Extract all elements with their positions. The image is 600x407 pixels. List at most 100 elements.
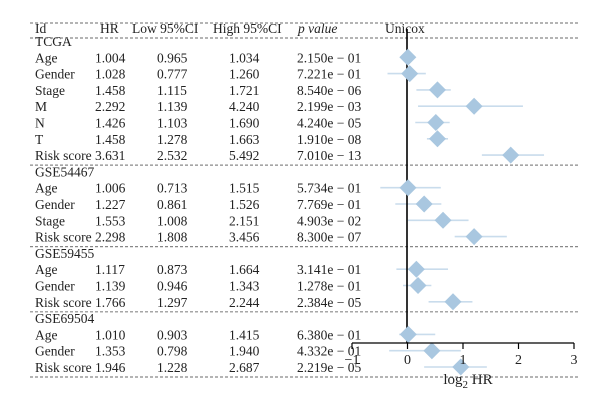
group-title: GSE54467 (35, 164, 95, 179)
row-hr: 1.227 (95, 197, 126, 212)
row-high-ci: 1.260 (229, 67, 260, 82)
row-hr: 1.028 (95, 67, 126, 82)
row-high-ci: 1.663 (229, 132, 260, 147)
confidence-intervals (380, 56, 545, 368)
row-hr: 1.458 (95, 83, 126, 98)
row-p-value: 1.278e − 01 (297, 279, 361, 294)
group-title: GSE59455 (35, 246, 95, 261)
row-id: Age (35, 262, 58, 277)
row-high-ci: 2.244 (229, 295, 260, 310)
row-id: Risk score (35, 295, 92, 310)
row-p-value: 7.010e − 13 (297, 148, 361, 163)
row-id: Stage (35, 213, 65, 228)
x-tick-label: 1 (460, 353, 467, 368)
row-p-value: 1.910e − 08 (297, 132, 361, 147)
hr-marker (427, 114, 445, 131)
x-tick-label: 2 (515, 353, 522, 368)
row-p-value: 8.300e − 07 (297, 230, 361, 245)
row-low-ci: 0.713 (157, 181, 188, 196)
group-separators (30, 22, 580, 378)
row-p-value: 3.141e − 01 (297, 262, 361, 277)
row-high-ci: 1.034 (229, 50, 260, 65)
row-high-ci: 1.526 (229, 197, 260, 212)
row-id: Risk score (35, 148, 92, 163)
row-low-ci: 1.139 (157, 99, 188, 114)
row-hr: 1.458 (95, 132, 126, 147)
hr-marker (399, 48, 417, 66)
hr-marker (401, 65, 419, 83)
group-title: TCGA (35, 34, 72, 49)
header-low-ci: Low 95%CI (132, 21, 199, 36)
row-id: Gender (35, 197, 75, 212)
hr-marker (399, 179, 417, 197)
x-axis-label-base: log (443, 372, 463, 388)
header-hr: HR (100, 21, 119, 36)
row-hr: 1.004 (95, 50, 126, 65)
header-p-value: p value (297, 21, 337, 36)
row-hr: 1.353 (95, 344, 126, 359)
row-hr: 1.117 (95, 262, 125, 277)
row-id: Age (35, 327, 58, 342)
row-p-value: 6.380e − 01 (297, 327, 361, 342)
row-id: Gender (35, 279, 75, 294)
x-axis-label: log2 HR (443, 372, 492, 391)
row-low-ci: 1.008 (157, 213, 188, 228)
row-hr: 2.298 (95, 230, 126, 245)
row-p-value: 4.240e − 05 (297, 116, 361, 131)
row-p-value: 4.903e − 02 (297, 213, 361, 228)
row-hr: 2.292 (95, 99, 125, 114)
row-id: Age (35, 181, 58, 196)
row-low-ci: 0.777 (157, 67, 188, 82)
row-high-ci: 5.492 (229, 148, 259, 163)
hr-marker (407, 260, 425, 278)
row-hr: 1.006 (95, 181, 126, 196)
row-id: Gender (35, 67, 75, 82)
row-hr: 1.139 (95, 279, 126, 294)
row-high-ci: 2.151 (229, 213, 259, 228)
row-low-ci: 0.861 (157, 197, 187, 212)
x-tick-label: −1 (345, 353, 360, 368)
row-p-value: 2.384e − 05 (297, 295, 361, 310)
row-low-ci: 1.115 (157, 83, 187, 98)
hr-markers (399, 48, 520, 376)
row-low-ci: 1.228 (157, 360, 188, 375)
hr-marker (502, 146, 520, 164)
row-high-ci: 4.240 (229, 99, 260, 114)
row-low-ci: 1.808 (157, 230, 188, 245)
row-high-ci: 1.940 (229, 344, 260, 359)
row-id: Risk score (35, 360, 92, 375)
x-axis: −1 0 1 2 3 (345, 342, 578, 368)
row-p-value: 2.199e − 03 (297, 99, 361, 114)
row-id: Age (35, 50, 58, 65)
hr-marker (399, 325, 417, 343)
row-low-ci: 0.873 (157, 262, 188, 277)
row-hr: 1.946 (95, 360, 126, 375)
row-high-ci: 2.687 (229, 360, 260, 375)
header-id: Id (35, 21, 46, 36)
row-p-value: 8.540e − 06 (297, 83, 361, 98)
row-hr: 3.631 (95, 148, 125, 163)
row-hr: 1.426 (95, 116, 126, 131)
row-low-ci: 0.965 (157, 50, 188, 65)
x-tick-label: 3 (571, 353, 578, 368)
row-high-ci: 1.721 (229, 83, 259, 98)
group-title: GSE69504 (35, 311, 95, 326)
row-id: Gender (35, 344, 75, 359)
row-hr: 1.553 (95, 213, 126, 228)
row-low-ci: 0.946 (157, 279, 188, 294)
hr-marker (465, 228, 483, 246)
hr-marker (409, 277, 427, 294)
row-high-ci: 1.515 (229, 181, 260, 196)
x-tick-label: 0 (404, 353, 411, 368)
row-id: N (35, 116, 45, 131)
row-high-ci: 1.690 (229, 116, 260, 131)
hr-marker (428, 130, 446, 148)
row-p-value: 5.734e − 01 (297, 181, 361, 196)
row-low-ci: 2.532 (157, 148, 187, 163)
row-id: M (35, 99, 47, 114)
row-p-value: 2.150e − 01 (297, 50, 361, 65)
hr-marker (415, 195, 433, 213)
hr-marker (452, 358, 470, 376)
row-low-ci: 0.903 (157, 327, 188, 342)
